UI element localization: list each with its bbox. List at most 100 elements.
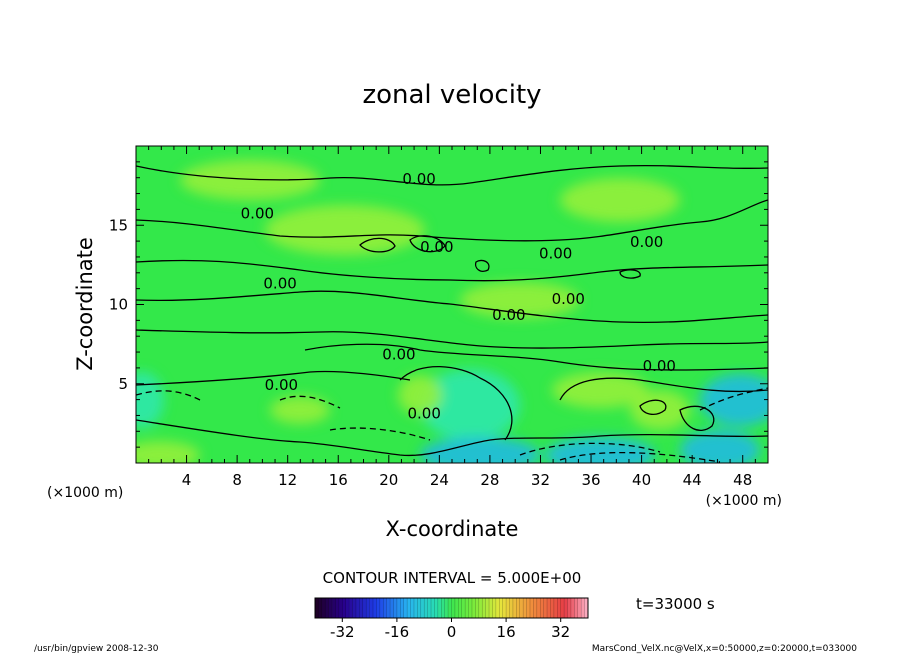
chart-title: zonal velocity [362,80,541,110]
contour-line [399,365,513,441]
colorbar-segment [574,598,579,618]
contour-line [639,399,667,416]
colorbar-segment [533,598,538,618]
colorbar-segment [332,598,336,618]
field-patch [136,441,200,463]
colorbar-segment [390,598,394,618]
field-patch [136,372,164,428]
colorbar-tick-label: 0 [447,623,457,641]
contour-line [359,237,396,253]
colorbar-segment [359,598,364,618]
colorbar-segment [547,598,551,618]
colorbar-segment [523,598,527,618]
x-tick-label: 8 [232,471,242,489]
contour-line-negative [329,427,431,441]
colorbar-segment [403,598,408,618]
contour-label: 0.00 [402,170,435,188]
colorbar-segment [553,598,558,618]
colorbar-segment [417,598,422,618]
colorbar-segment [502,598,507,618]
field-patch [398,375,442,415]
field-patch [545,437,655,463]
contour-line [136,259,768,282]
colorbar-segment [393,598,398,618]
colorbar-segment [335,598,340,618]
contour-line [409,235,446,253]
contour-line [559,377,768,401]
y-tick-label: 5 [118,375,128,393]
contour-label: 0.00 [241,205,274,223]
colorbar-segment [355,598,360,618]
contour-line [136,199,768,242]
colorbar-segment [325,598,329,618]
contour-label: 0.00 [643,357,676,375]
colorbar-tick-label: -16 [385,623,410,641]
contour-line [136,370,411,386]
colorbar-segment [342,598,347,618]
contour-line [619,269,641,279]
colorbar-tick-label: 32 [551,623,570,641]
contour-line [136,329,768,349]
contour-line-negative [136,390,201,401]
colorbar-segment [492,598,497,618]
colorbar-segment [451,598,456,618]
x-unit-left: (×1000 m) [47,485,123,501]
colorbar-segment [577,598,582,618]
colorbar-segment [570,598,575,618]
colorbar-segment [318,598,323,618]
colorbar-segment [567,598,572,618]
colorbar-segment [458,598,463,618]
colorbar-segment [338,598,343,618]
x-tick-label: 48 [733,471,752,489]
y-tick-label: 10 [109,296,128,314]
colorbar-segment [400,598,405,618]
colorbar-segment [444,598,449,618]
contour-line [474,259,490,272]
contour-line [679,405,715,431]
x-tick-label: 16 [329,471,348,489]
colorbar-segment [485,598,490,618]
x-tick-label: 36 [581,471,600,489]
colorbar-segment [475,598,480,618]
contour-line-negative [559,451,721,463]
colorbar-segment [321,598,326,618]
colorbar-segment [434,598,439,618]
colorbar-segment [386,598,391,618]
colorbar-segment [315,598,319,618]
colorbar-segment [441,598,445,618]
y-axis: 5 10 15 [109,161,768,448]
colorbar-segment [454,598,459,618]
colorbar-segment [373,598,377,618]
colorbar-segment [471,598,476,618]
colorbar-segment [410,598,415,618]
colorbar-segment [465,598,469,618]
colorbar-segment [489,598,493,618]
contour-line-negative [699,387,768,411]
colorbar-segment [369,598,374,618]
contour-label: 0.00 [630,233,663,251]
contour-line-negative [279,395,341,409]
field-patch [700,374,768,426]
colorbar-segment [543,598,548,618]
x-tick-label: 28 [480,471,499,489]
x-tick-label: 32 [531,471,550,489]
colorbar-tick-label: -32 [330,623,355,641]
colorbar-segment [413,598,418,618]
x-axis-label: X-coordinate [386,517,519,541]
contour-interval-text: CONTOUR INTERVAL = 5.000E+00 [323,569,582,587]
colorbar-segment [495,598,500,618]
colorbar-segment [396,598,401,618]
time-label: t=33000 s [636,595,715,613]
colorbar-segment [519,598,524,618]
contour-line [136,290,768,324]
field-patch [270,396,330,424]
colorbar-segment [468,598,473,618]
contour-line [136,164,768,186]
contour-label: 0.00 [407,404,440,422]
colorbar-segment [349,598,353,618]
colorbar-segment [420,598,425,618]
x-unit-right: (×1000 m) [706,493,782,509]
colorbar-segment [526,598,531,618]
colorbar-segment [550,598,555,618]
colorbar-tick-label: 16 [497,623,516,641]
